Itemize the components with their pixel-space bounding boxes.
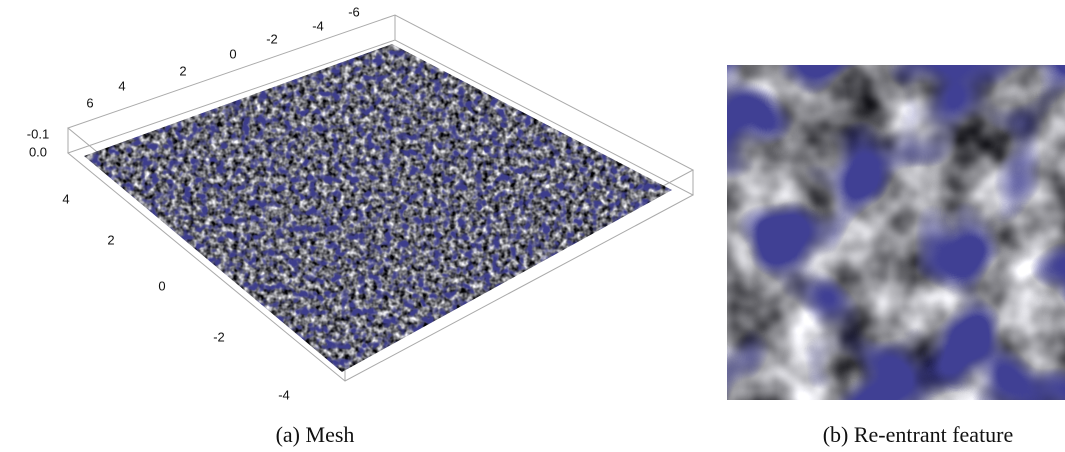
tick-label: 0 [229,46,236,61]
tick-label: -4 [312,18,324,33]
page: 6 4 2 0 -2 -4 -6 -0.1 0.0 4 2 0 -2 -4 (a) Mesh (b) Re… [0,0,1065,452]
tick-label: 4 [118,78,125,93]
tick-label: 2 [179,63,186,78]
tick-label: 2 [107,232,114,247]
feature-panel [727,65,1065,400]
feature-render [727,65,1065,400]
caption: (a) Mesh [276,422,355,447]
tick-label: 0 [158,278,165,293]
mesh-surface [84,44,672,372]
mesh-panel: 6 4 2 0 -2 -4 -6 -0.1 0.0 4 2 0 -2 -4 [27,4,693,402]
tick-label: -4 [278,387,290,402]
tick-label: 6 [86,95,93,110]
tick-label: 0.0 [29,144,47,159]
tick-label: -2 [266,31,278,46]
tick-label: -6 [348,4,360,19]
tick-label: -2 [213,329,225,344]
tick-label: 4 [62,191,69,206]
caption: (b) Re-entrant feature [823,422,1014,447]
tick-label: -0.1 [27,126,49,141]
figure: 6 4 2 0 -2 -4 -6 -0.1 0.0 4 2 0 -2 -4 (a) Mesh (b) Re… [0,0,1065,452]
